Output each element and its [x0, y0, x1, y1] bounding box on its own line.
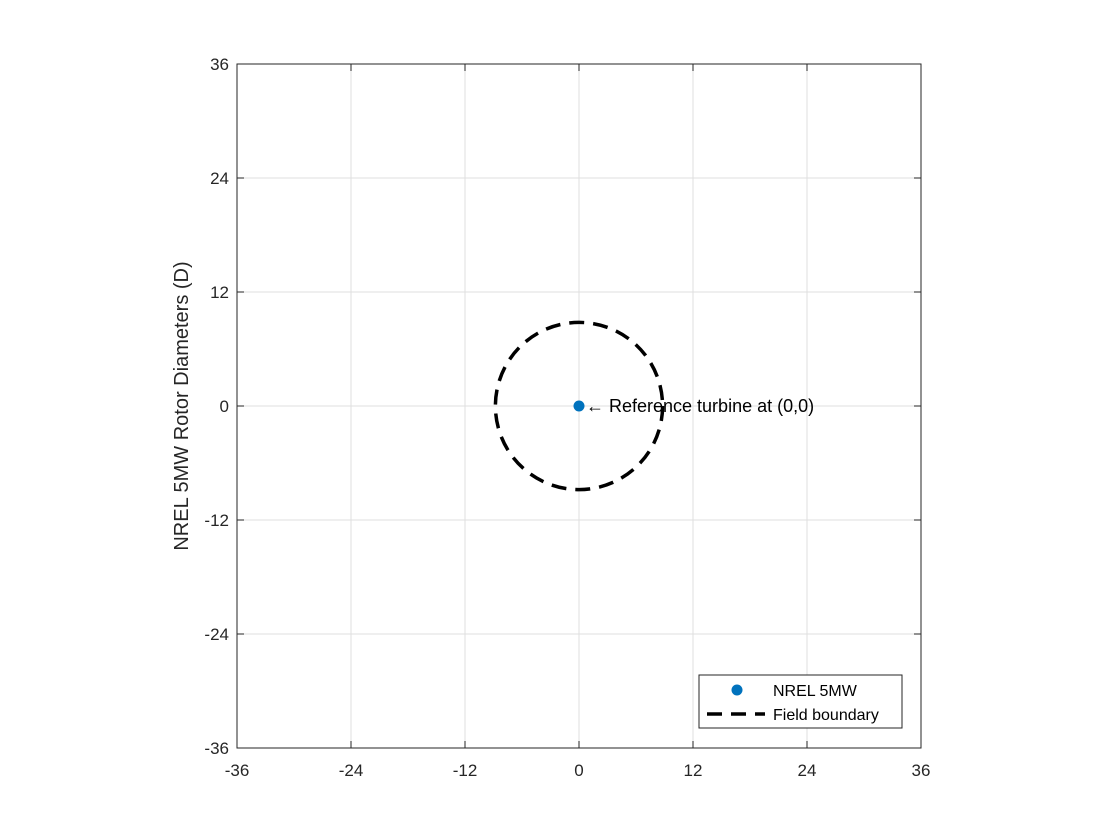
y-tick-label: -36	[204, 739, 229, 758]
x-tick-label: 0	[574, 761, 583, 780]
axes: -36 -24 -12 0 12 24 36 -36 -24 -12 0 12 24 36	[204, 55, 930, 780]
y-axis-label: NREL 5MW Rotor Diameters (D)	[171, 261, 193, 550]
x-tick-label: 24	[798, 761, 817, 780]
y-tick-label: -24	[204, 625, 229, 644]
x-tick-label: 12	[684, 761, 703, 780]
x-tick-label: -12	[453, 761, 478, 780]
legend-box	[698, 674, 903, 729]
y-tick-label: 12	[210, 283, 229, 302]
legend: NREL 5MW Field boundary	[698, 674, 903, 729]
plot-area	[493, 320, 665, 492]
legend-entry-nrel-5mw: NREL 5MW	[773, 683, 858, 700]
x-tick-label: 36	[912, 761, 931, 780]
legend-entry-field-boundary: Field boundary	[773, 707, 879, 724]
y-tick-label: 0	[220, 397, 229, 416]
annotation-reference-turbine: ← Reference turbine at (0,0)	[586, 396, 814, 416]
x-tick-label: -24	[339, 761, 364, 780]
legend-marker-nrel-5mw	[731, 684, 743, 696]
x-tick-label: -36	[225, 761, 250, 780]
y-tick-label: 24	[210, 169, 229, 188]
field-boundary-circle	[493, 320, 665, 492]
y-tick-label: 36	[210, 55, 229, 74]
turbine-marker	[573, 400, 585, 412]
y-tick-label: -12	[204, 511, 229, 530]
